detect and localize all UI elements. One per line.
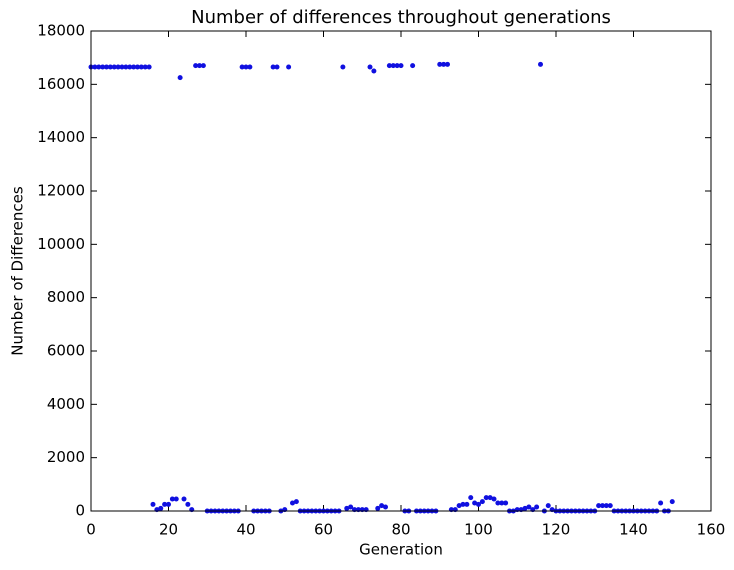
point xyxy=(472,500,478,506)
point xyxy=(367,64,373,70)
point xyxy=(390,63,396,69)
x-tick-label: 160 xyxy=(697,521,726,539)
point xyxy=(243,64,249,70)
point xyxy=(197,63,202,69)
x-tick-label: 120 xyxy=(542,521,571,539)
point xyxy=(538,61,543,67)
point xyxy=(479,499,485,505)
y-tick-label: 8000 xyxy=(47,288,85,306)
point xyxy=(104,64,109,70)
point xyxy=(142,64,148,70)
point xyxy=(503,500,509,506)
point xyxy=(146,64,152,70)
point xyxy=(460,501,466,507)
point xyxy=(158,505,164,511)
point xyxy=(181,496,187,502)
y-tick-label: 14000 xyxy=(37,128,85,146)
point xyxy=(600,503,605,509)
point xyxy=(437,61,443,67)
point xyxy=(603,503,609,509)
point xyxy=(107,64,113,70)
point xyxy=(669,499,675,505)
y-tick-label: 4000 xyxy=(47,395,85,413)
point xyxy=(491,496,497,502)
point xyxy=(379,503,385,509)
point xyxy=(394,63,400,69)
point xyxy=(468,495,474,501)
point xyxy=(274,64,280,70)
point xyxy=(239,64,245,70)
point xyxy=(166,501,171,507)
point xyxy=(607,503,613,509)
point xyxy=(522,505,528,511)
point xyxy=(398,63,404,69)
point xyxy=(375,505,381,511)
point xyxy=(445,61,450,67)
point xyxy=(483,495,489,501)
x-tick-label: 0 xyxy=(86,521,96,539)
point xyxy=(441,61,447,67)
point xyxy=(119,64,125,70)
point xyxy=(658,500,664,506)
x-tick-label: 20 xyxy=(159,521,178,539)
point xyxy=(534,504,540,510)
point xyxy=(456,503,462,509)
y-tick-label: 16000 xyxy=(37,75,85,93)
point xyxy=(162,501,168,507)
point xyxy=(476,501,481,507)
point xyxy=(131,64,137,70)
point xyxy=(150,501,156,507)
point xyxy=(193,63,199,69)
point xyxy=(596,503,602,509)
point xyxy=(286,64,292,70)
x-tick-label: 60 xyxy=(314,521,333,539)
x-tick-label: 80 xyxy=(391,521,410,539)
y-tick-label: 10000 xyxy=(37,235,85,253)
y-tick-label: 0 xyxy=(75,502,85,520)
point xyxy=(115,64,121,70)
y-axis-label: Number of Differences xyxy=(9,186,27,356)
point xyxy=(177,75,183,81)
point xyxy=(127,64,133,70)
x-tick-label: 40 xyxy=(236,521,255,539)
point xyxy=(96,64,102,70)
point xyxy=(173,496,179,502)
point xyxy=(495,500,501,506)
x-tick-label: 100 xyxy=(464,521,493,539)
point xyxy=(340,64,346,70)
x-axis-label: Generation xyxy=(359,541,443,559)
point xyxy=(169,496,175,502)
point xyxy=(247,64,253,70)
point xyxy=(135,64,140,70)
point xyxy=(111,64,117,70)
point xyxy=(371,68,377,74)
point xyxy=(290,500,295,506)
point xyxy=(344,505,350,511)
point xyxy=(526,504,532,510)
x-tick-label: 140 xyxy=(619,521,648,539)
plot-frame xyxy=(90,30,712,512)
y-tick-label: 6000 xyxy=(47,342,85,360)
point xyxy=(499,500,505,506)
point xyxy=(464,501,470,507)
point xyxy=(386,63,392,69)
point xyxy=(92,64,98,70)
point xyxy=(487,495,493,501)
point xyxy=(270,64,276,70)
point xyxy=(348,504,354,510)
point xyxy=(383,504,388,510)
point xyxy=(200,63,206,69)
point xyxy=(545,503,551,509)
chart-title: Number of differences throughout generat… xyxy=(191,7,611,28)
point xyxy=(100,64,106,70)
y-tick-label: 12000 xyxy=(37,182,85,200)
point xyxy=(185,501,191,507)
point xyxy=(293,499,299,505)
point xyxy=(410,63,416,69)
y-tick-label: 2000 xyxy=(47,448,85,466)
point xyxy=(123,64,129,70)
point xyxy=(138,64,144,70)
y-tick-label: 18000 xyxy=(37,22,85,40)
